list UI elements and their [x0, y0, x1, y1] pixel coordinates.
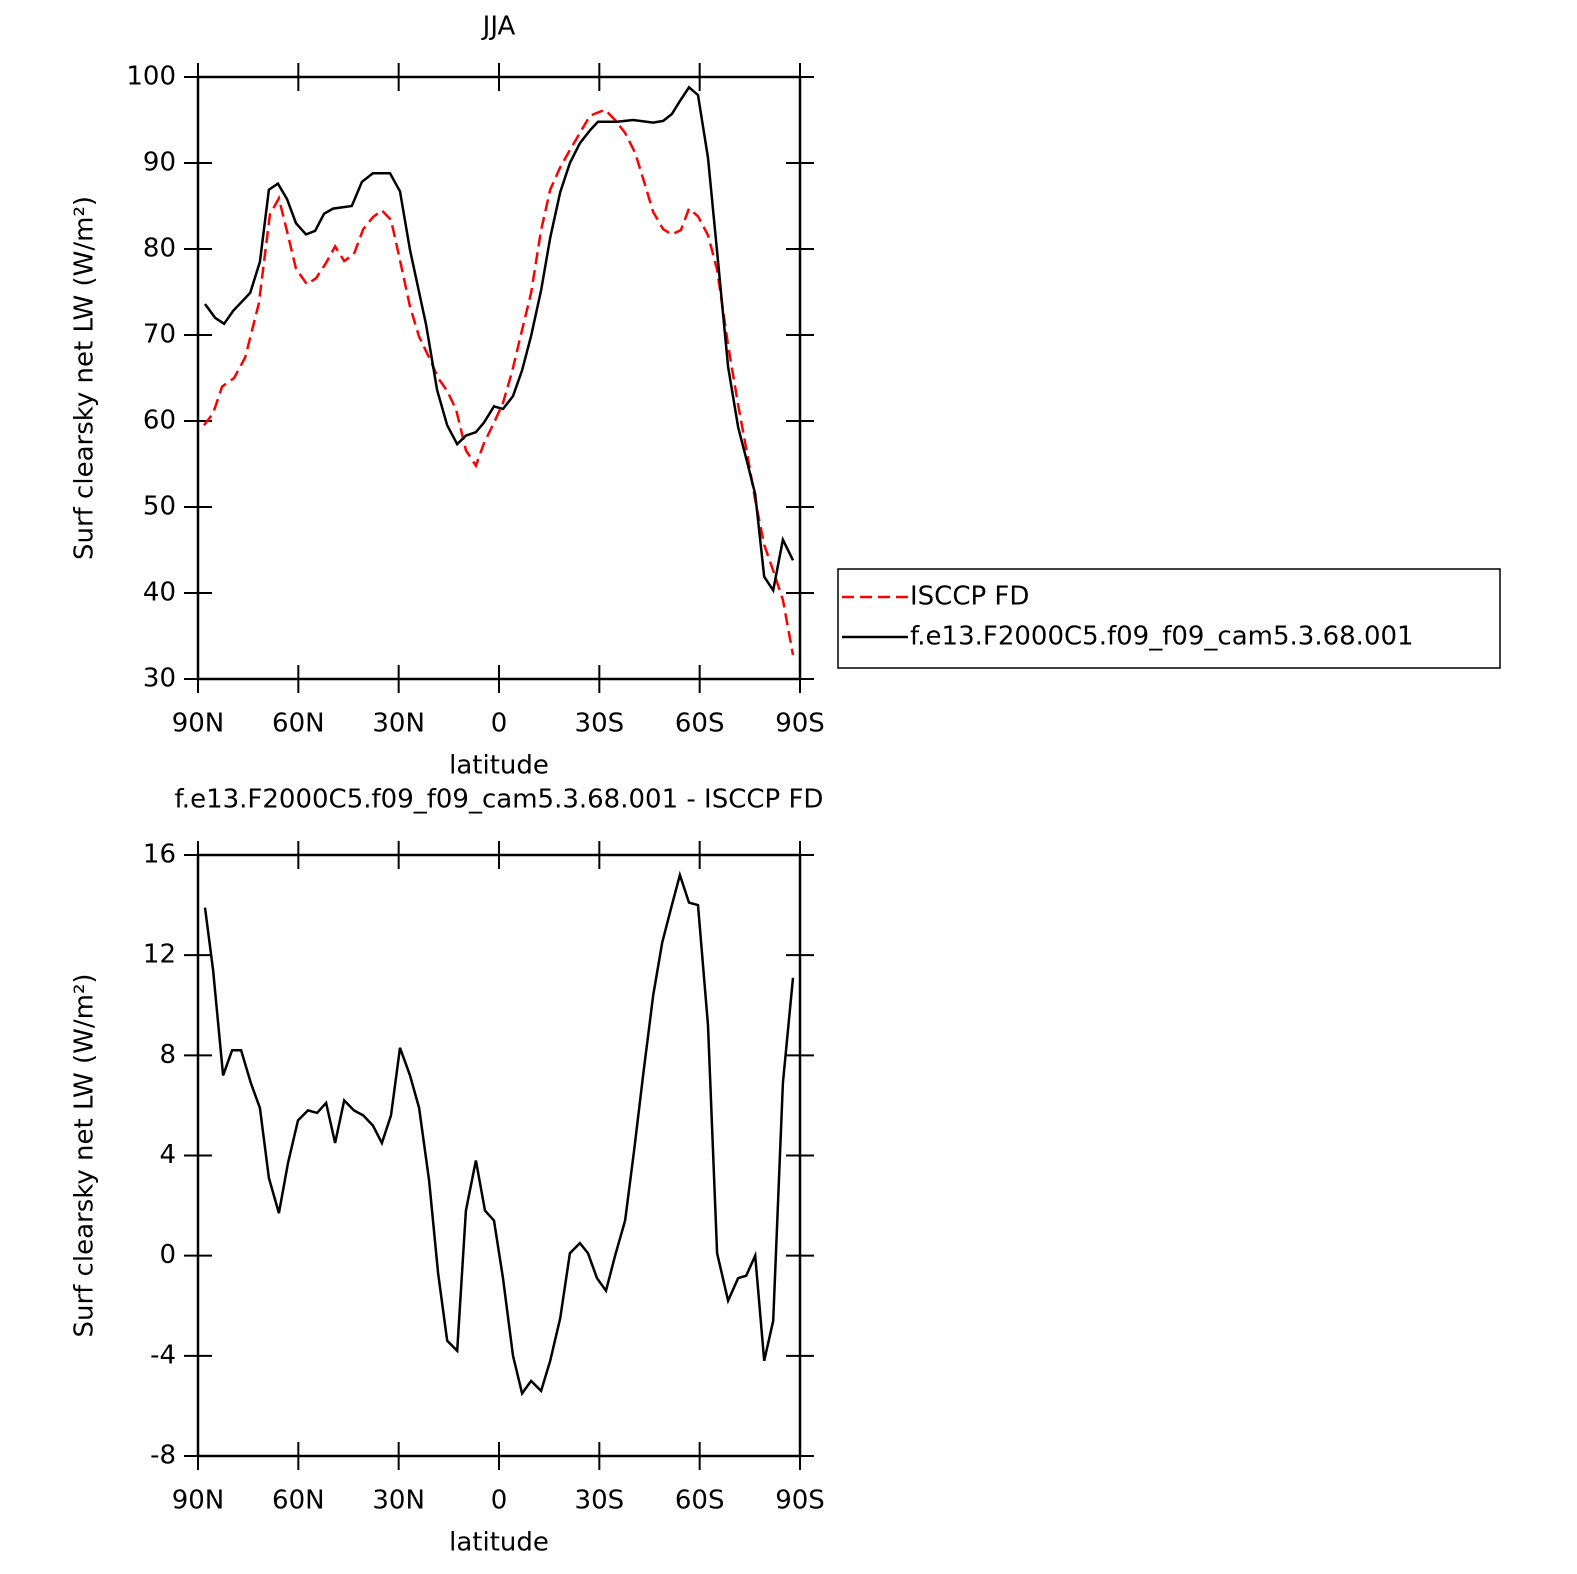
chart-title: JJA: [481, 12, 516, 42]
data-line: [203, 85, 795, 594]
y-tick-label: 8: [159, 1040, 176, 1070]
y-tick-label: -8: [150, 1441, 176, 1471]
plot-frame: [196, 853, 802, 1458]
legend-label: f.e13.F2000C5.f09_f09_cam5.3.68.001: [910, 622, 1414, 652]
x-tick-label: 60N: [272, 709, 325, 739]
legend-box: [837, 568, 1501, 669]
x-tick-label: 60N: [272, 1486, 325, 1516]
x-tick-label: 90N: [172, 1486, 225, 1516]
x-tick-label: 90N: [172, 709, 225, 739]
y-tick-label: 40: [143, 578, 176, 608]
x-tick-label: 60S: [675, 709, 725, 739]
y-tick-label: 50: [143, 492, 176, 522]
x-tick-label: 0: [491, 1486, 508, 1516]
y-tick-label: 60: [143, 406, 176, 436]
legend: ISCCP FD f.e13.F2000C5.f09_f09_cam5.3.68.…: [837, 568, 1501, 669]
x-tick-label: 90S: [775, 709, 825, 739]
x-tick-label: 30S: [575, 709, 625, 739]
y-tick-label: 30: [143, 664, 176, 694]
x-tick-label: 30N: [372, 1486, 425, 1516]
data-line: [203, 108, 795, 656]
chart-title: f.e13.F2000C5.f09_f09_cam5.3.68.001 - IS…: [175, 785, 824, 815]
x-tick-label: 0: [491, 709, 508, 739]
y-tick-label: 100: [126, 62, 176, 92]
y-tick-label: 0: [159, 1240, 176, 1270]
x-tick-label: 30N: [372, 709, 425, 739]
x-tick-label: 60S: [675, 1486, 725, 1516]
y-tick-label: 90: [143, 148, 176, 178]
y-tick-label: 12: [143, 940, 176, 970]
legend-label: ISCCP FD: [910, 582, 1029, 612]
x-axis-label: latitude: [449, 1528, 549, 1558]
y-tick-label: 70: [143, 320, 176, 350]
y-tick-label: 80: [143, 234, 176, 264]
y-tick-label: 4: [159, 1140, 176, 1170]
y-tick-label: -4: [150, 1340, 176, 1370]
data-line: [203, 870, 795, 1397]
y-tick-label: 16: [143, 840, 176, 870]
plot-frame: [196, 75, 802, 681]
x-axis-label: latitude: [449, 751, 549, 781]
x-tick-label: 30S: [575, 1486, 625, 1516]
x-tick-label: 90S: [775, 1486, 825, 1516]
y-axis-label: Surf clearsky net LW (W/m²): [70, 196, 100, 560]
y-axis-label: Surf clearsky net LW (W/m²): [70, 973, 100, 1337]
